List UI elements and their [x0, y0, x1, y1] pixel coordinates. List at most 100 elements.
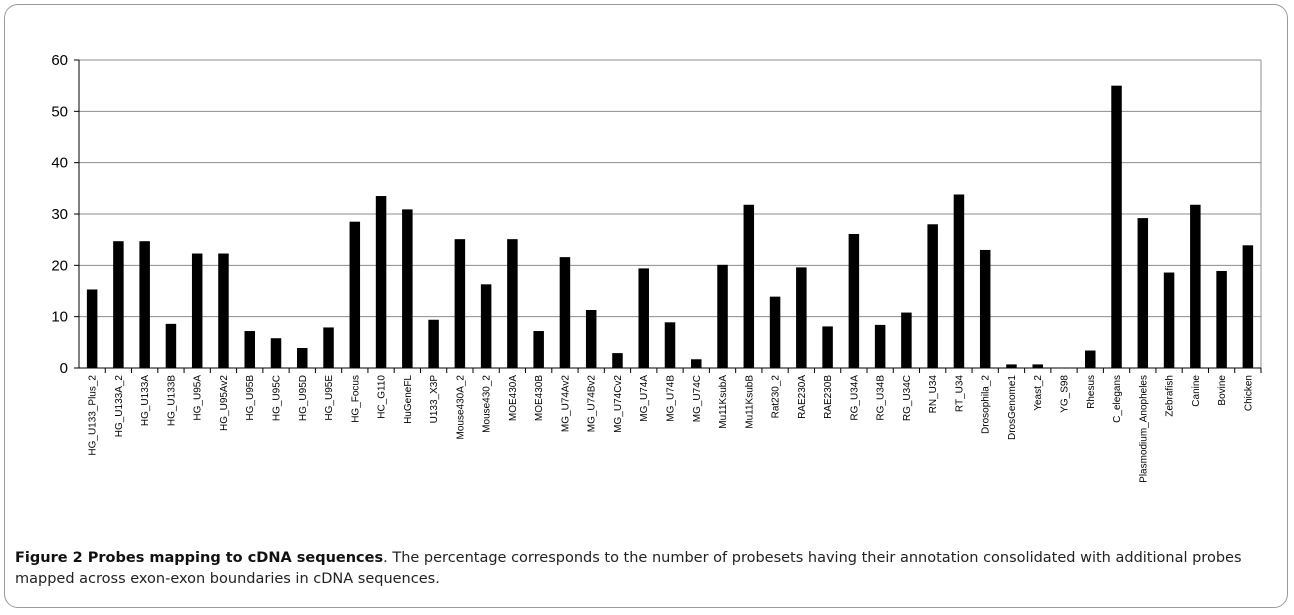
bar — [559, 257, 571, 368]
bar — [349, 221, 361, 368]
bar — [218, 253, 229, 368]
y-tick-label: 10 — [51, 309, 68, 326]
caption-label: Figure 2 Probes mapping to cDNA sequence… — [15, 550, 384, 566]
bar — [638, 268, 649, 368]
bar — [822, 326, 833, 368]
y-tick-label: 40 — [51, 155, 68, 172]
y-tick-label: 60 — [51, 52, 68, 69]
bar — [874, 324, 886, 368]
x-category-label: MOE430B — [534, 375, 545, 421]
caption-text: . The percentage corresponds to the numb… — [15, 550, 1242, 587]
bar — [507, 239, 518, 368]
x-category-label: Mu11KsubA — [718, 375, 729, 429]
bar — [428, 319, 439, 368]
x-category-label: HC_G110 — [377, 375, 388, 419]
x-category-label: HG_Focus — [350, 375, 361, 423]
bar — [139, 241, 150, 368]
bar — [953, 194, 965, 368]
bar — [927, 224, 938, 368]
x-category-label: MG_U74Av2 — [560, 375, 571, 433]
x-category-label: Yeast_2 — [1033, 375, 1044, 411]
x-category-label: C_elegans — [1112, 375, 1123, 423]
bar — [480, 284, 492, 368]
bar — [1163, 272, 1175, 368]
bar — [901, 312, 912, 368]
x-category-label: RAE230A — [797, 375, 808, 419]
bar — [533, 331, 544, 368]
x-category-label: RAE230B — [823, 375, 834, 419]
x-category-label: MG_U74C — [692, 375, 703, 422]
y-axis: 0 10 20 30 40 50 60 — [51, 52, 80, 377]
bar — [1006, 364, 1017, 368]
x-category-label: HG_U133B — [166, 375, 177, 426]
x-category-label: Chicken — [1243, 375, 1254, 411]
x-category-label: HG_U95A — [193, 375, 204, 421]
bar — [1242, 245, 1254, 368]
y-tick-label: 20 — [51, 257, 68, 274]
bar — [297, 347, 308, 368]
bar — [664, 322, 676, 368]
bar — [244, 331, 255, 368]
bar — [796, 267, 807, 368]
bar — [585, 309, 597, 368]
bar — [848, 234, 860, 368]
bar — [113, 241, 124, 368]
x-category-label: MOE430A — [508, 375, 519, 421]
y-tick-label: 50 — [51, 103, 68, 120]
x-category-label: MG_U74B — [666, 375, 677, 422]
gridlines — [79, 59, 1262, 368]
x-category-label: RG_U34C — [902, 375, 913, 421]
x-axis: HG_U133_Plus_2 HG_U133A_2 HG_U133A HG_U133B… — [79, 367, 1262, 483]
x-category-label: U133_X3P — [429, 375, 440, 424]
x-category-label: Mouse430A_2 — [455, 375, 466, 440]
x-category-label: HG_U95B — [245, 375, 256, 421]
bar — [1085, 350, 1096, 368]
x-category-label: Mouse430_2 — [482, 375, 493, 433]
bar — [1032, 364, 1043, 368]
x-category-label: HG_U95C — [272, 375, 283, 421]
x-category-label: Rat230_2 — [771, 375, 782, 419]
x-category-label: RT_U34 — [954, 375, 965, 412]
x-category-label: HG_U133A_2 — [114, 375, 125, 438]
bar — [1216, 270, 1227, 368]
x-category-label: HG_U133A — [140, 375, 151, 426]
x-category-label: HuGeneFL — [403, 375, 414, 424]
y-tick-label: 0 — [60, 360, 68, 377]
x-category-label: Drosophila_2 — [981, 375, 992, 434]
bar — [1111, 85, 1122, 369]
x-category-label: HG_U133_Plus_2 — [88, 375, 99, 456]
bar — [86, 289, 98, 368]
x-category-label: MG_U74Cv2 — [613, 375, 624, 433]
x-category-label: RG_U34B — [876, 375, 887, 421]
x-category-label: Zebrafish — [1165, 375, 1176, 417]
bar — [612, 353, 623, 368]
figure-caption: Figure 2 Probes mapping to cDNA sequence… — [15, 548, 1277, 590]
x-category-label: RG_U34A — [849, 375, 860, 421]
x-category-label: DrosGenome1 — [1007, 375, 1018, 440]
bar — [769, 296, 781, 368]
x-category-label: Canine — [1191, 375, 1202, 407]
x-category-label: HG_U95E — [324, 375, 335, 421]
bar — [375, 196, 387, 368]
bar — [1137, 218, 1149, 368]
y-tick-label: 30 — [51, 206, 68, 223]
bar — [691, 359, 702, 368]
bar — [323, 327, 334, 368]
x-category-label: HG_U95Av2 — [219, 375, 230, 431]
x-category-label: Bovine — [1217, 375, 1228, 406]
bar — [191, 253, 203, 368]
bar — [979, 249, 991, 368]
x-category-label: MG_U74Bv2 — [587, 375, 598, 433]
bar — [270, 338, 282, 368]
bar — [743, 204, 755, 368]
bars — [86, 85, 1254, 369]
x-category-label: RN_U34 — [928, 375, 939, 414]
x-category-label: Mu11KsubB — [744, 375, 755, 429]
x-category-label: HG_U95D — [298, 375, 309, 421]
bar — [402, 209, 413, 368]
bar — [717, 264, 728, 368]
x-category-label: Plasmodium_Anopheles — [1138, 375, 1149, 483]
x-category-label: Rhesus — [1086, 375, 1097, 409]
x-category-label: YG_S98 — [1060, 375, 1071, 413]
